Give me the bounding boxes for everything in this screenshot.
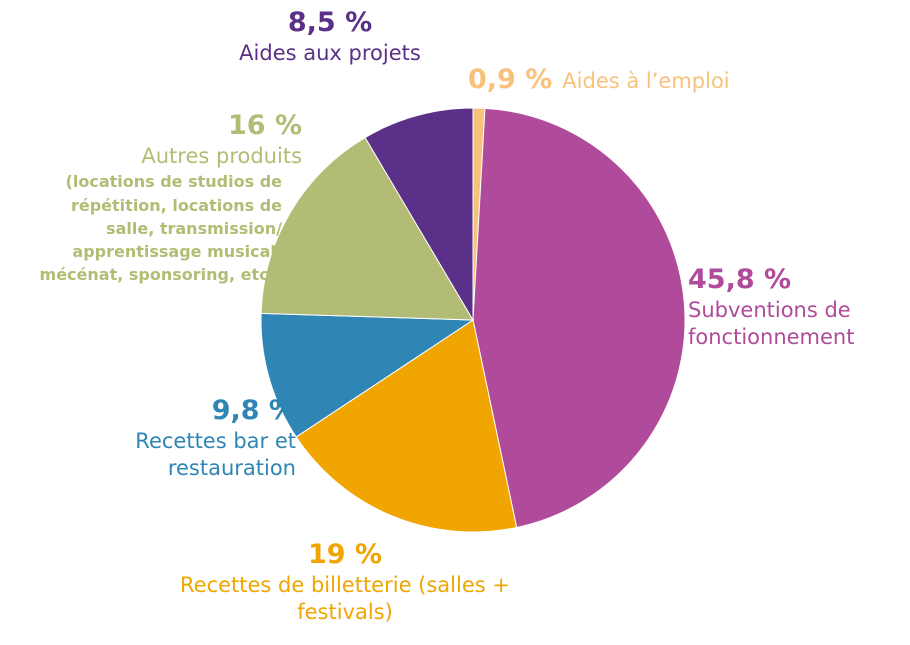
value-label: 45,8 % xyxy=(688,264,792,295)
category-label: Aides à l’emploi xyxy=(562,69,730,93)
pie-slice xyxy=(260,136,474,321)
slice-label: 45,8 % Subventions de fonctionnement xyxy=(688,262,910,352)
slice-label: 19 % Recettes de billetterie (salles + fe… xyxy=(180,537,510,627)
pie-slice xyxy=(364,107,474,322)
slice-label: 0,9 % Aides à l’emploi xyxy=(468,62,798,97)
category-label: Subventions de fonctionnement xyxy=(688,298,855,350)
value-label: 0,9 % xyxy=(468,64,553,95)
value-label: 16 % xyxy=(227,110,302,141)
value-label: 19 % xyxy=(307,539,383,570)
category-label: Recettes de billetterie (salles + festiv… xyxy=(180,573,510,625)
category-label: Recettes bar et restauration xyxy=(135,429,296,481)
value-label: 9,8 % xyxy=(211,395,296,426)
slice-label: 8,5 % Aides aux projets xyxy=(190,5,470,67)
pie-slice xyxy=(260,312,475,438)
value-label: 8,5 % xyxy=(287,7,373,38)
pie-slice xyxy=(295,319,518,533)
slice-label: 9,8 % Recettes bar et restauration xyxy=(40,393,296,483)
slice-label: 16 % Autres produits (locations de studios… xyxy=(0,108,302,286)
category-label: Aides aux projets xyxy=(239,41,421,66)
annotation: (locations de studios de répétition, loc… xyxy=(39,172,282,285)
pie-slice xyxy=(472,107,686,529)
category-label: Autres produits xyxy=(141,144,302,169)
